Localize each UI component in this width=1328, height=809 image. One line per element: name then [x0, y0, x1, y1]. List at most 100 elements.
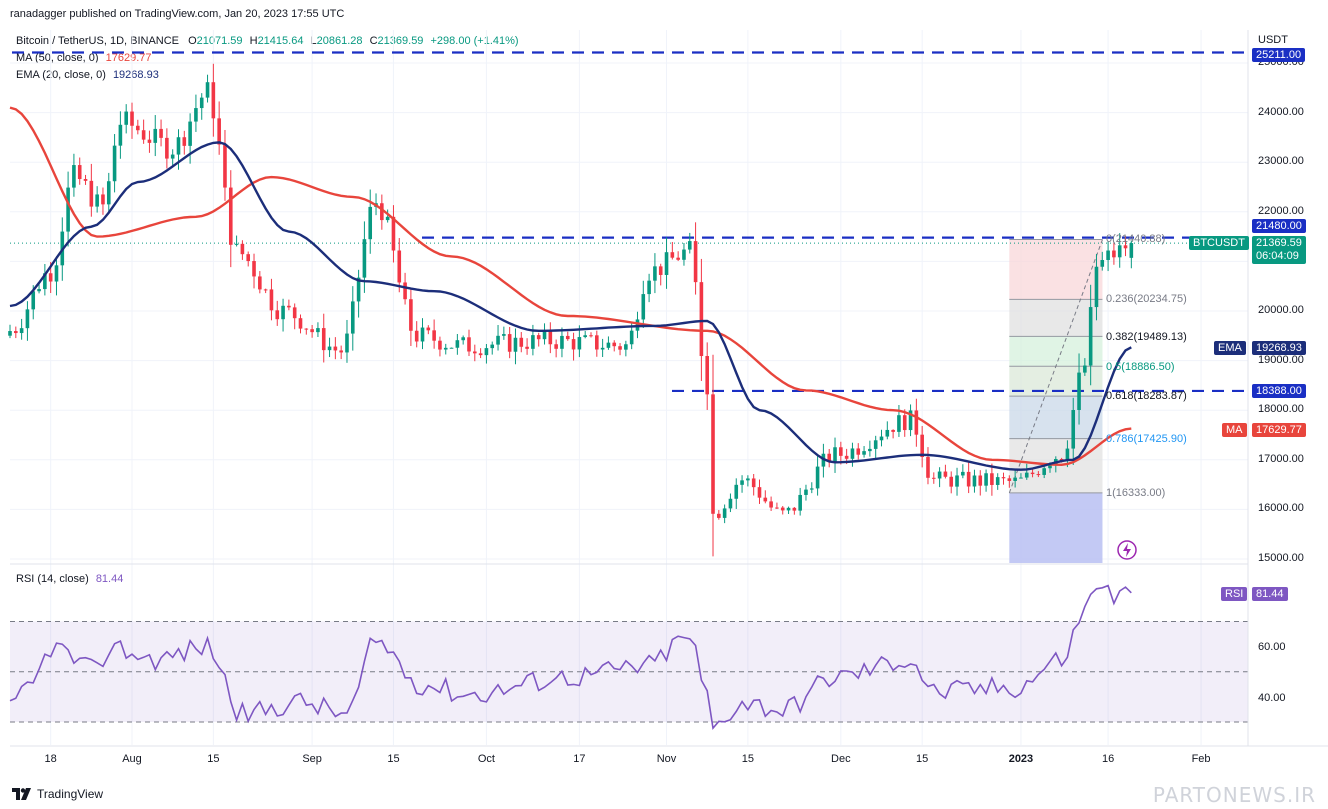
candle-body — [205, 82, 210, 98]
candle-body — [589, 335, 593, 337]
candle — [548, 322, 553, 354]
candle-body — [920, 434, 924, 458]
candle — [879, 429, 884, 447]
candle — [461, 335, 465, 345]
candle — [728, 493, 733, 513]
candle-body — [350, 301, 355, 334]
candle-body — [554, 344, 558, 349]
candle — [839, 441, 843, 465]
fib-label-05: 0.5(18886.50) — [1106, 361, 1175, 373]
candle-body — [159, 128, 163, 138]
candle-body — [37, 289, 41, 292]
candle — [1065, 440, 1070, 468]
candle-body — [850, 448, 855, 459]
candle — [316, 322, 320, 338]
candle-body — [560, 335, 564, 349]
candle-body — [356, 277, 361, 302]
candle-body — [14, 331, 18, 334]
candle-body — [1077, 372, 1081, 410]
candle — [856, 443, 861, 460]
candle-body — [757, 487, 762, 498]
candle — [937, 467, 942, 488]
candle — [380, 194, 384, 230]
time-axis-label: Sep — [302, 753, 322, 765]
symbol-name: Bitcoin / TetherUS, 1D, BINANCE — [16, 35, 180, 47]
candle — [1007, 475, 1012, 488]
candle-body — [304, 328, 309, 330]
candle-body — [618, 346, 622, 350]
candle-body — [984, 473, 988, 486]
replay-icon[interactable] — [1117, 540, 1137, 560]
candle — [124, 104, 128, 134]
candlestick-series — [8, 63, 1134, 557]
candle — [769, 496, 773, 511]
candle-body — [339, 350, 343, 353]
ma-legend[interactable]: MA (50, close, 0) 17629.77 — [16, 52, 152, 64]
candle — [624, 340, 628, 357]
candle-body — [1094, 266, 1099, 308]
symbol-legend[interactable]: Bitcoin / TetherUS, 1D, BINANCE O21071.5… — [16, 35, 519, 47]
candle — [490, 341, 495, 355]
candle-body — [1007, 478, 1012, 481]
time-axis-label: Oct — [477, 753, 495, 765]
candle — [43, 263, 47, 296]
ema-legend[interactable]: EMA (20, close, 0) 19268.93 — [16, 69, 159, 81]
candle — [414, 321, 419, 348]
rsi-band — [10, 621, 1248, 722]
fibonacci-retracement — [1008, 239, 1103, 563]
level-tag-resistance: 21480.00 — [1252, 219, 1306, 233]
candle — [403, 272, 407, 305]
candle-body — [844, 455, 849, 459]
candle — [333, 337, 338, 360]
candle-body — [658, 266, 663, 275]
ema-legend-label: EMA (20, close, 0) — [16, 69, 106, 81]
candle — [751, 473, 756, 496]
candle-body — [54, 265, 59, 282]
candle — [635, 311, 640, 339]
candle — [240, 240, 245, 260]
candle — [717, 510, 721, 520]
ma50-line — [9, 106, 1132, 467]
candle-body — [414, 330, 419, 342]
candle — [966, 462, 971, 494]
candle-body — [978, 475, 983, 486]
candle-body — [258, 276, 262, 290]
candle — [653, 253, 657, 294]
candle-body — [478, 353, 483, 356]
candle — [1123, 236, 1128, 257]
level-tag-support: 18388.00 — [1252, 384, 1306, 398]
rsi-legend[interactable]: RSI (14, close) 81.44 — [16, 573, 123, 585]
candle-body — [147, 139, 152, 143]
candle-body — [292, 307, 297, 319]
ema20-line — [9, 141, 1132, 471]
candle-body — [170, 154, 175, 159]
candle-body — [972, 475, 977, 487]
time-axis-label: 15 — [387, 753, 400, 765]
candle — [746, 475, 750, 487]
candle-body — [269, 289, 274, 311]
candle — [106, 172, 111, 214]
candle — [66, 171, 70, 247]
candle-body — [862, 451, 866, 455]
candle-body — [1117, 245, 1122, 258]
candle — [1024, 463, 1029, 480]
candle-body — [1065, 448, 1070, 461]
watermark: PARTONEWS.IR — [1152, 783, 1316, 807]
candle — [327, 337, 332, 358]
price-tick-label: 16000.00 — [1258, 502, 1304, 515]
candle — [560, 327, 564, 358]
candle-body — [641, 294, 646, 320]
candle — [258, 271, 262, 294]
candle — [8, 324, 12, 339]
high-label: H — [249, 35, 258, 47]
candle — [83, 174, 88, 185]
candle-body — [124, 111, 128, 125]
candle — [252, 253, 256, 289]
candle-body — [72, 165, 76, 188]
rsi-line — [9, 584, 1132, 730]
candle — [473, 344, 477, 362]
candle — [385, 209, 390, 223]
footer-brand[interactable]: TradingView — [12, 787, 103, 801]
candle — [496, 324, 500, 351]
